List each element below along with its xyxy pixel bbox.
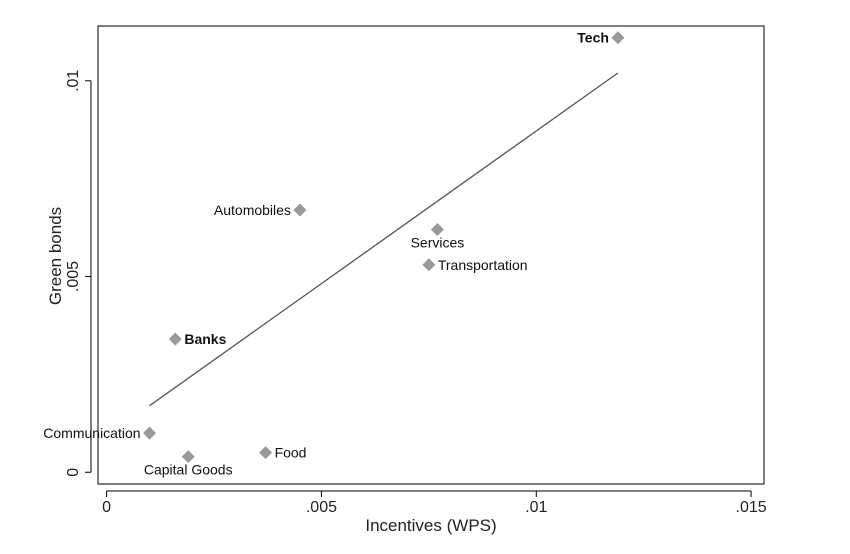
y-tick-label: .01 (65, 70, 82, 92)
data-point-label: Food (275, 445, 307, 461)
y-axis: 0 .005 .01 (65, 70, 92, 477)
data-point-marker (259, 446, 273, 460)
data-point-label: Transportation (438, 257, 528, 273)
data-point-label: Tech (577, 30, 609, 46)
data-point-marker (422, 258, 436, 272)
data-point-marker (143, 426, 157, 440)
x-tick-label: .01 (525, 499, 547, 516)
data-point-marker (293, 203, 307, 217)
y-axis-title: Green bonds (46, 207, 65, 305)
y-tick-label: 0 (65, 468, 82, 477)
data-point-marker (430, 223, 444, 237)
data-point-label: Communication (43, 425, 140, 441)
fit-line (149, 72, 619, 407)
data-point-marker (181, 450, 195, 464)
data-point-label: Services (411, 235, 465, 251)
x-axis-title: Incentives (WPS) (365, 516, 496, 535)
y-tick-label: .005 (65, 261, 82, 292)
data-point-label: Capital Goods (144, 462, 233, 478)
data-point-label: Automobiles (214, 202, 291, 218)
data-points: Tech Automobiles Services Transportation Ban… (43, 30, 625, 478)
x-tick-label: .005 (306, 499, 337, 516)
x-tick-label: .015 (736, 499, 767, 516)
x-axis: 0 .005 .01 .015 (102, 490, 767, 516)
data-point-marker (611, 31, 625, 45)
data-point-label: Banks (184, 331, 226, 347)
data-point-marker (168, 332, 182, 346)
plot-frame (97, 25, 765, 485)
x-tick-label: 0 (102, 499, 111, 516)
